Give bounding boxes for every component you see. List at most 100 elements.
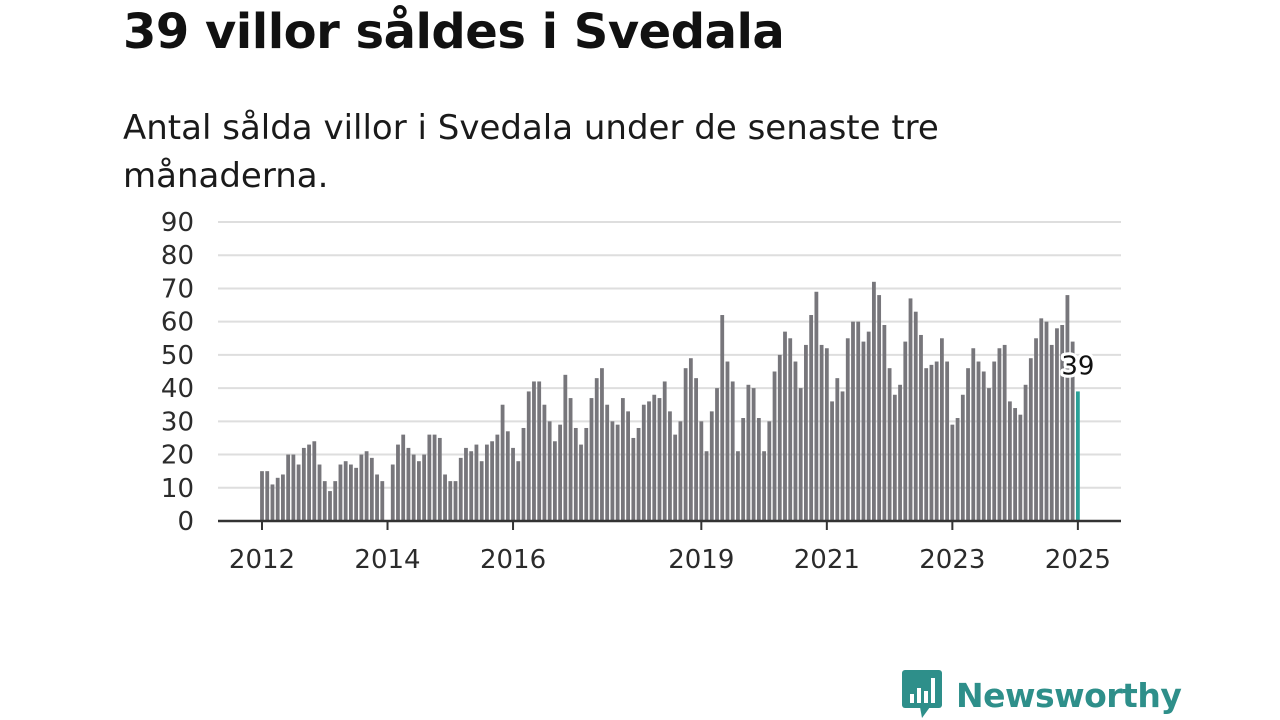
bar xyxy=(673,434,678,521)
bar xyxy=(997,348,1002,521)
bar xyxy=(908,298,913,521)
bar xyxy=(1070,341,1075,521)
bar xyxy=(1065,295,1070,521)
x-tick-label: 2021 xyxy=(794,545,860,575)
x-tick-label: 2012 xyxy=(229,545,295,575)
y-tick-label: 70 xyxy=(161,274,194,304)
newsworthy-logo: Newsworthy xyxy=(902,670,1182,720)
bar xyxy=(1044,321,1049,521)
bar xyxy=(934,361,939,521)
bar xyxy=(322,481,327,521)
bar xyxy=(882,324,887,521)
bar xyxy=(448,481,453,521)
bar xyxy=(945,361,950,521)
bar xyxy=(819,344,824,521)
bar xyxy=(270,484,275,521)
bar xyxy=(584,427,589,521)
bar xyxy=(783,331,787,521)
bar xyxy=(913,311,918,521)
bar xyxy=(1007,401,1012,521)
bar xyxy=(443,474,447,521)
bar xyxy=(275,477,280,521)
chart-subtitle: Antal sålda villor i Svedala under de se… xyxy=(123,108,939,196)
bar xyxy=(453,481,458,521)
bar xyxy=(741,418,746,521)
bar xyxy=(809,315,814,521)
bar xyxy=(542,404,547,521)
bar xyxy=(600,368,604,521)
y-tick-label: 40 xyxy=(161,374,194,404)
bar xyxy=(563,374,568,521)
bar xyxy=(652,394,657,521)
bar xyxy=(762,451,766,521)
bar xyxy=(746,384,751,521)
bar xyxy=(1002,344,1007,521)
bar xyxy=(427,434,432,521)
bar xyxy=(579,444,583,521)
bar xyxy=(317,464,322,521)
bar xyxy=(631,437,636,521)
bar xyxy=(725,361,730,521)
bar xyxy=(793,361,798,521)
bar xyxy=(343,461,348,521)
bar xyxy=(349,464,353,521)
bar xyxy=(411,454,416,521)
bar xyxy=(589,398,594,521)
bar xyxy=(552,441,557,521)
y-tick-label: 10 xyxy=(161,474,194,504)
bar xyxy=(657,398,662,521)
bar xyxy=(484,444,489,521)
bar xyxy=(1055,328,1059,521)
bar xyxy=(369,457,374,521)
bar xyxy=(359,454,364,521)
bar xyxy=(537,381,542,521)
bar xyxy=(830,401,834,521)
bar xyxy=(505,431,510,521)
bar-highlight xyxy=(1075,391,1080,521)
bar xyxy=(856,321,861,521)
bar xyxy=(892,394,897,521)
bar xyxy=(610,421,615,521)
bar xyxy=(987,388,991,521)
bar xyxy=(260,471,264,521)
bar xyxy=(804,344,808,521)
bar xyxy=(756,418,761,521)
bar xyxy=(500,404,505,521)
annotations: 39 xyxy=(1058,348,1097,384)
bar xyxy=(516,461,521,521)
bar xyxy=(636,427,641,521)
bar xyxy=(474,444,479,521)
bar xyxy=(1028,358,1033,521)
bar xyxy=(296,464,301,521)
bar xyxy=(699,421,704,521)
bar xyxy=(458,457,463,521)
brand-name: Newsworthy xyxy=(956,675,1182,715)
bar xyxy=(401,434,406,521)
bar xyxy=(626,411,630,521)
bar xyxy=(940,338,944,521)
bar xyxy=(647,401,651,521)
bar xyxy=(437,437,442,521)
bar xyxy=(688,358,693,521)
bar xyxy=(704,451,709,521)
y-tick-label: 30 xyxy=(161,407,194,437)
bar xyxy=(380,481,385,521)
bar xyxy=(772,371,777,521)
bar xyxy=(715,388,719,521)
bar xyxy=(615,424,620,521)
bar xyxy=(872,281,876,521)
bar xyxy=(788,338,793,521)
bar xyxy=(547,421,552,521)
chart-title: 39 villor såldes i Svedala xyxy=(123,4,785,60)
y-tick-label: 0 xyxy=(177,507,194,537)
bar xyxy=(678,421,683,521)
bar xyxy=(511,447,515,521)
bar xyxy=(694,378,698,521)
bar xyxy=(464,447,468,521)
bar xyxy=(521,427,526,521)
bar xyxy=(301,447,306,521)
bar xyxy=(375,474,379,521)
bar xyxy=(861,341,866,521)
x-tick-label: 2025 xyxy=(1045,545,1111,575)
bar xyxy=(981,371,986,521)
